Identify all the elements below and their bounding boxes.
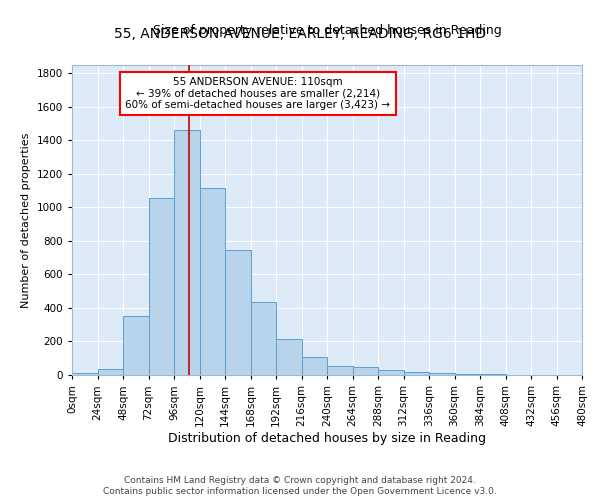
Title: Size of property relative to detached houses in Reading: Size of property relative to detached ho…	[152, 24, 502, 38]
Bar	[149, 198, 174, 375]
Bar	[429, 374, 455, 375]
Bar	[276, 339, 302, 375]
X-axis label: Distribution of detached houses by size in Reading: Distribution of detached houses by size …	[168, 432, 486, 444]
Bar	[251, 302, 276, 375]
Bar	[378, 370, 404, 375]
Y-axis label: Number of detached properties: Number of detached properties	[21, 132, 31, 308]
Bar	[327, 366, 353, 375]
Text: 55 ANDERSON AVENUE: 110sqm
← 39% of detached houses are smaller (2,214)
60% of s: 55 ANDERSON AVENUE: 110sqm ← 39% of deta…	[125, 76, 391, 110]
Bar	[225, 250, 251, 375]
Bar	[199, 188, 225, 375]
Bar	[302, 356, 327, 375]
Text: 55, ANDERSON AVENUE, EARLEY, READING, RG6 1HD: 55, ANDERSON AVENUE, EARLEY, READING, RG…	[114, 28, 486, 42]
Bar	[123, 316, 149, 375]
Bar	[97, 369, 123, 375]
Text: Contains HM Land Registry data © Crown copyright and database right 2024.: Contains HM Land Registry data © Crown c…	[124, 476, 476, 485]
Text: Contains public sector information licensed under the Open Government Licence v3: Contains public sector information licen…	[103, 488, 497, 496]
Bar	[455, 374, 480, 375]
Bar	[72, 374, 97, 375]
Bar	[404, 372, 429, 375]
Bar	[353, 366, 378, 375]
Bar	[480, 374, 505, 375]
Bar	[174, 130, 199, 375]
